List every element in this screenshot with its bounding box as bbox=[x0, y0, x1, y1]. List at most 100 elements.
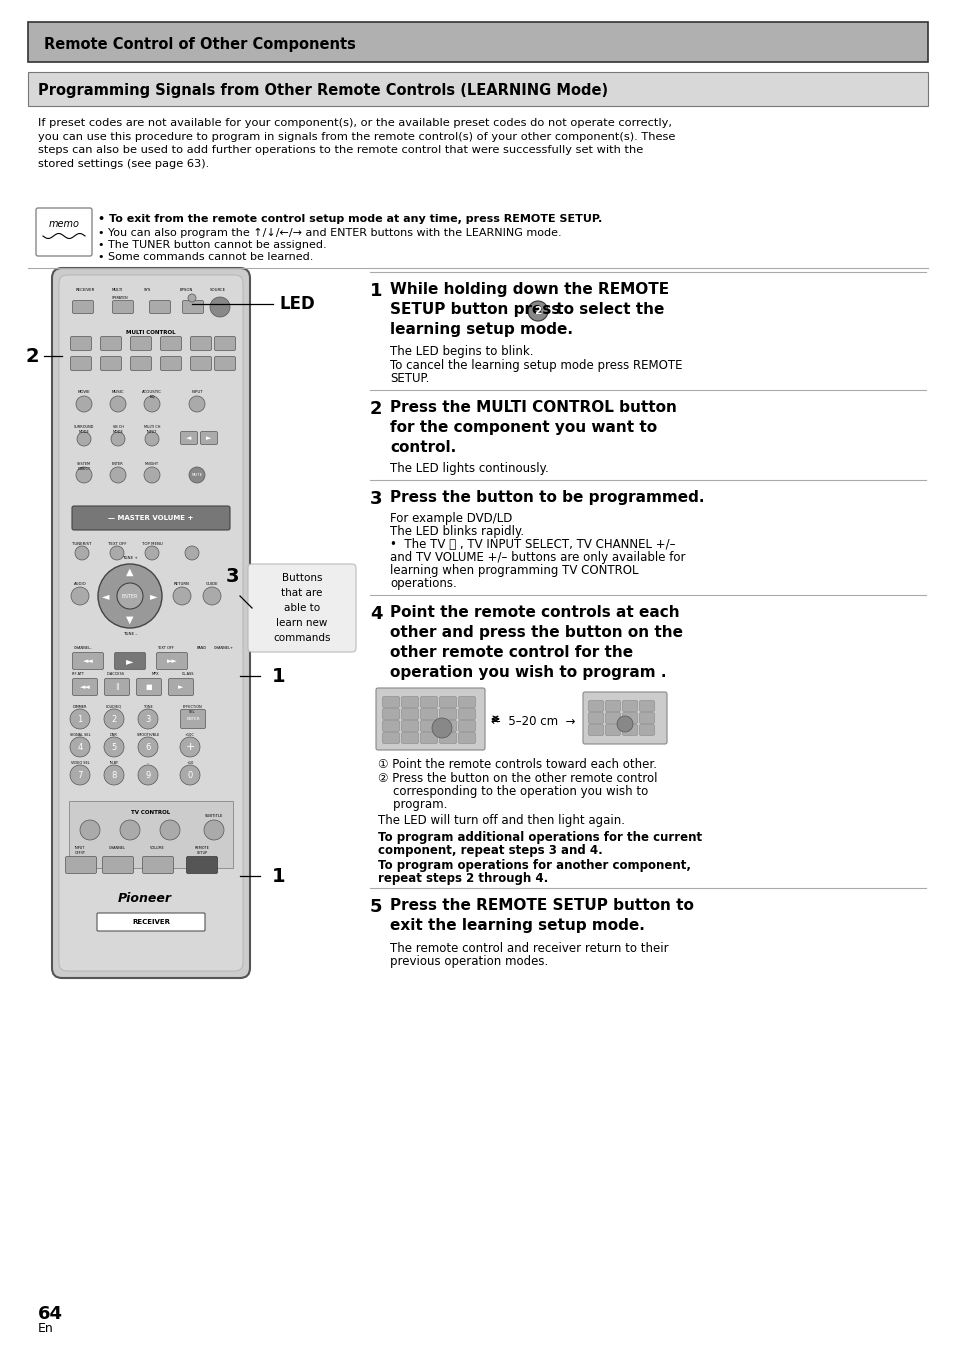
FancyBboxPatch shape bbox=[180, 709, 205, 728]
FancyBboxPatch shape bbox=[588, 701, 603, 712]
Text: RETURN: RETURN bbox=[173, 582, 190, 586]
Text: CHANNEL: CHANNEL bbox=[109, 847, 126, 851]
Text: SIGNAL SEL: SIGNAL SEL bbox=[70, 733, 91, 737]
Text: operations.: operations. bbox=[390, 577, 456, 590]
FancyBboxPatch shape bbox=[401, 697, 418, 708]
Text: MUTE: MUTE bbox=[192, 473, 202, 477]
Text: control.: control. bbox=[390, 439, 456, 456]
Text: +10C: +10C bbox=[185, 733, 194, 737]
FancyBboxPatch shape bbox=[182, 301, 203, 314]
FancyBboxPatch shape bbox=[97, 913, 205, 931]
Text: 2: 2 bbox=[25, 346, 39, 365]
FancyBboxPatch shape bbox=[100, 356, 121, 371]
FancyBboxPatch shape bbox=[420, 720, 437, 732]
Text: MOVIE: MOVIE bbox=[77, 390, 91, 394]
Text: TEXT OFF: TEXT OFF bbox=[157, 646, 173, 650]
Text: SYS: SYS bbox=[144, 288, 152, 293]
FancyBboxPatch shape bbox=[605, 724, 619, 736]
FancyBboxPatch shape bbox=[28, 22, 927, 62]
Text: ENTER: ENTER bbox=[112, 462, 124, 466]
Text: learning when programming TV CONTROL: learning when programming TV CONTROL bbox=[390, 563, 638, 577]
Circle shape bbox=[104, 709, 124, 729]
Circle shape bbox=[203, 586, 221, 605]
Text: DNR: DNR bbox=[110, 733, 118, 737]
Text: TONE: TONE bbox=[143, 705, 152, 709]
Circle shape bbox=[527, 301, 547, 321]
Circle shape bbox=[70, 766, 90, 785]
Text: 0: 0 bbox=[187, 771, 193, 779]
Circle shape bbox=[617, 716, 633, 732]
FancyBboxPatch shape bbox=[131, 337, 152, 350]
Text: ◄◄: ◄◄ bbox=[83, 658, 93, 665]
Text: Point the remote controls at each: Point the remote controls at each bbox=[390, 605, 679, 620]
FancyBboxPatch shape bbox=[160, 356, 181, 371]
Text: SUBTITLE: SUBTITLE bbox=[205, 814, 223, 818]
Text: ►: ► bbox=[150, 590, 157, 601]
Text: 1: 1 bbox=[370, 282, 382, 301]
Text: • You can also program the ↑/↓/←/→ and ENTER buttons with the LEARNING mode.: • You can also program the ↑/↓/←/→ and E… bbox=[98, 228, 561, 239]
Text: 1: 1 bbox=[272, 666, 285, 686]
Text: to select the: to select the bbox=[551, 302, 663, 317]
Text: SYSTEM
DIRECT: SYSTEM DIRECT bbox=[77, 462, 91, 470]
FancyBboxPatch shape bbox=[382, 720, 399, 732]
Text: –: – bbox=[147, 762, 149, 766]
FancyBboxPatch shape bbox=[639, 701, 654, 712]
FancyBboxPatch shape bbox=[622, 701, 637, 712]
Text: If preset codes are not available for your component(s), or the available preset: If preset codes are not available for yo… bbox=[38, 119, 675, 168]
FancyBboxPatch shape bbox=[401, 709, 418, 720]
FancyBboxPatch shape bbox=[69, 801, 233, 868]
Text: CL.ASS: CL.ASS bbox=[182, 673, 194, 675]
Text: TUNER/ST: TUNER/ST bbox=[72, 542, 91, 546]
FancyBboxPatch shape bbox=[375, 687, 484, 749]
Circle shape bbox=[98, 563, 162, 628]
Circle shape bbox=[120, 820, 140, 840]
FancyBboxPatch shape bbox=[458, 720, 475, 732]
FancyBboxPatch shape bbox=[105, 678, 130, 696]
Text: 4: 4 bbox=[77, 743, 83, 751]
FancyBboxPatch shape bbox=[71, 506, 230, 530]
Text: MUSIC: MUSIC bbox=[112, 390, 124, 394]
Text: Buttons
that are
able to
learn new
commands: Buttons that are able to learn new comma… bbox=[273, 573, 331, 643]
FancyBboxPatch shape bbox=[169, 678, 193, 696]
Text: Remote Control of Other Components: Remote Control of Other Components bbox=[44, 36, 355, 51]
Text: ENTER: ENTER bbox=[122, 593, 138, 599]
FancyBboxPatch shape bbox=[156, 652, 188, 670]
Text: 5: 5 bbox=[370, 898, 382, 917]
Text: 7: 7 bbox=[77, 771, 83, 779]
FancyBboxPatch shape bbox=[639, 713, 654, 724]
Text: En: En bbox=[38, 1322, 53, 1335]
FancyBboxPatch shape bbox=[588, 713, 603, 724]
Text: exit the learning setup mode.: exit the learning setup mode. bbox=[390, 918, 644, 933]
Text: other remote control for the: other remote control for the bbox=[390, 644, 633, 661]
Text: GUIDE: GUIDE bbox=[206, 582, 218, 586]
Circle shape bbox=[180, 737, 200, 758]
FancyBboxPatch shape bbox=[191, 337, 212, 350]
Text: EPSON: EPSON bbox=[180, 288, 193, 293]
Circle shape bbox=[71, 586, 89, 605]
Text: EFFECT/ON
SEL: EFFECT/ON SEL bbox=[182, 705, 202, 713]
FancyBboxPatch shape bbox=[605, 701, 619, 712]
Text: BAND: BAND bbox=[196, 646, 207, 650]
Circle shape bbox=[188, 294, 195, 302]
Text: Press the button to be programmed.: Press the button to be programmed. bbox=[390, 491, 703, 506]
Text: ►: ► bbox=[206, 435, 212, 441]
FancyBboxPatch shape bbox=[439, 732, 456, 744]
Text: repeat steps 2 through 4.: repeat steps 2 through 4. bbox=[377, 872, 548, 886]
FancyBboxPatch shape bbox=[200, 431, 217, 445]
Text: component, repeat steps 3 and 4.: component, repeat steps 3 and 4. bbox=[377, 844, 602, 857]
FancyBboxPatch shape bbox=[191, 356, 212, 371]
Text: SOURCE: SOURCE bbox=[210, 288, 226, 293]
Text: The remote control and receiver return to their: The remote control and receiver return t… bbox=[390, 942, 668, 954]
FancyBboxPatch shape bbox=[136, 678, 161, 696]
Circle shape bbox=[432, 718, 452, 737]
Text: 4: 4 bbox=[370, 605, 382, 623]
FancyBboxPatch shape bbox=[52, 268, 250, 979]
Circle shape bbox=[138, 737, 158, 758]
Text: ►►: ►► bbox=[167, 658, 177, 665]
Text: TUNE +: TUNE + bbox=[122, 555, 138, 559]
FancyBboxPatch shape bbox=[458, 732, 475, 744]
Text: SETUP.: SETUP. bbox=[390, 372, 429, 386]
Circle shape bbox=[70, 737, 90, 758]
Text: The LED lights continously.: The LED lights continously. bbox=[390, 462, 548, 474]
FancyBboxPatch shape bbox=[72, 678, 97, 696]
